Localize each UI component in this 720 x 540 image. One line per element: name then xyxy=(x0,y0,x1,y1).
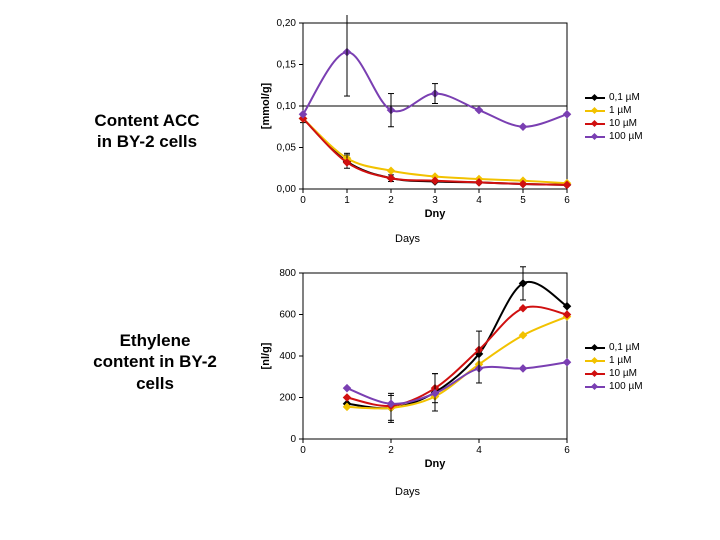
legend-swatch xyxy=(585,110,605,112)
ytick-label: 0,15 xyxy=(277,60,297,71)
series-marker-icon xyxy=(343,394,350,401)
series-line xyxy=(347,282,567,408)
caption-acc: Content ACCin BY-2 cells xyxy=(62,110,232,153)
plot-frame xyxy=(303,273,567,439)
ytick-label: 200 xyxy=(279,393,296,404)
xtick-label: 6 xyxy=(564,195,570,206)
legend-swatch xyxy=(585,386,605,388)
legend-label: 1 µM xyxy=(609,105,631,116)
xtick-label: 0 xyxy=(300,195,306,206)
legend-item: 1 µM xyxy=(585,355,643,366)
legend-swatch xyxy=(585,123,605,125)
legend-acc: 0,1 µM 1 µM 10 µM 100 µM xyxy=(585,90,643,144)
ytick-label: 0 xyxy=(290,434,296,445)
legend-label: 0,1 µM xyxy=(609,92,640,103)
legend-label: 0,1 µM xyxy=(609,342,640,353)
chart-acc: 0,00 0,05 0,10 0,15 0,20 0 1 2 3 4 5 6 [mmol/g] Dny xyxy=(255,15,575,225)
xtick-label: 0 xyxy=(300,445,306,456)
xtick-label: 2 xyxy=(388,195,394,206)
series-marker-icon xyxy=(387,175,394,182)
series-marker-icon xyxy=(387,167,394,174)
ytick-label: 800 xyxy=(279,268,296,279)
series-marker-icon xyxy=(475,107,482,114)
legend-swatch xyxy=(585,360,605,362)
ytick-label: 600 xyxy=(279,310,296,321)
legend-marker-icon xyxy=(591,369,598,376)
legend-item: 0,1 µM xyxy=(585,92,643,103)
legend-item: 100 µM xyxy=(585,381,643,392)
series-marker-icon xyxy=(519,365,526,372)
days-label-top: Days xyxy=(395,233,420,245)
y-axis-label: [nl/g] xyxy=(260,342,272,369)
y-axis-label: [mmol/g] xyxy=(260,82,272,129)
legend-marker-icon xyxy=(591,106,598,113)
xtick-label: 3 xyxy=(432,195,438,206)
chart-acc-svg: 0,00 0,05 0,10 0,15 0,20 0 1 2 3 4 5 6 [mmol/g] Dny xyxy=(255,15,575,225)
legend-item: 10 µM xyxy=(585,368,643,379)
series-marker-icon xyxy=(519,305,526,312)
chart-ethylene: 0 200 400 600 800 0 2 4 6 [nl/g] Dny xyxy=(255,265,575,475)
xtick-label: 6 xyxy=(564,445,570,456)
ytick-label: 0,00 xyxy=(277,184,297,195)
series-marker-icon xyxy=(343,385,350,392)
legend-swatch xyxy=(585,373,605,375)
legend-label: 100 µM xyxy=(609,131,643,142)
legend-label: 10 µM xyxy=(609,368,637,379)
legend-label: 10 µM xyxy=(609,118,637,129)
legend-item: 10 µM xyxy=(585,118,643,129)
legend-ethylene: 0,1 µM 1 µM 10 µM 100 µM xyxy=(585,340,643,394)
ytick-label: 0,20 xyxy=(277,18,297,29)
xtick-label: 1 xyxy=(344,195,350,206)
legend-swatch xyxy=(585,347,605,349)
xtick-label: 2 xyxy=(388,445,394,456)
series-marker-icon xyxy=(563,111,570,118)
legend-label: 100 µM xyxy=(609,381,643,392)
legend-marker-icon xyxy=(591,93,598,100)
legend-item: 100 µM xyxy=(585,131,643,142)
series-marker-icon xyxy=(519,123,526,130)
legend-swatch xyxy=(585,136,605,138)
series-marker-icon xyxy=(563,359,570,366)
ytick-label: 0,05 xyxy=(277,143,297,154)
legend-marker-icon xyxy=(591,119,598,126)
series-line xyxy=(347,307,567,406)
x-axis-label: Dny xyxy=(425,458,447,470)
ytick-label: 0,10 xyxy=(277,101,297,112)
xtick-label: 4 xyxy=(476,195,482,206)
legend-label: 1 µM xyxy=(609,355,631,366)
chart-ethylene-svg: 0 200 400 600 800 0 2 4 6 [nl/g] Dny xyxy=(255,265,575,475)
legend-marker-icon xyxy=(591,382,598,389)
series-line xyxy=(347,362,567,404)
legend-marker-icon xyxy=(591,132,598,139)
legend-swatch xyxy=(585,97,605,99)
ytick-label: 400 xyxy=(279,351,296,362)
legend-item: 1 µM xyxy=(585,105,643,116)
xtick-label: 5 xyxy=(520,195,526,206)
caption-ethylene: Ethylenecontent in BY-2cells xyxy=(70,330,240,394)
legend-marker-icon xyxy=(591,343,598,350)
xtick-label: 4 xyxy=(476,445,482,456)
x-axis-label: Dny xyxy=(425,208,447,220)
legend-marker-icon xyxy=(591,356,598,363)
series-line xyxy=(347,317,567,409)
legend-item: 0,1 µM xyxy=(585,342,643,353)
days-label-bottom: Days xyxy=(395,486,420,498)
